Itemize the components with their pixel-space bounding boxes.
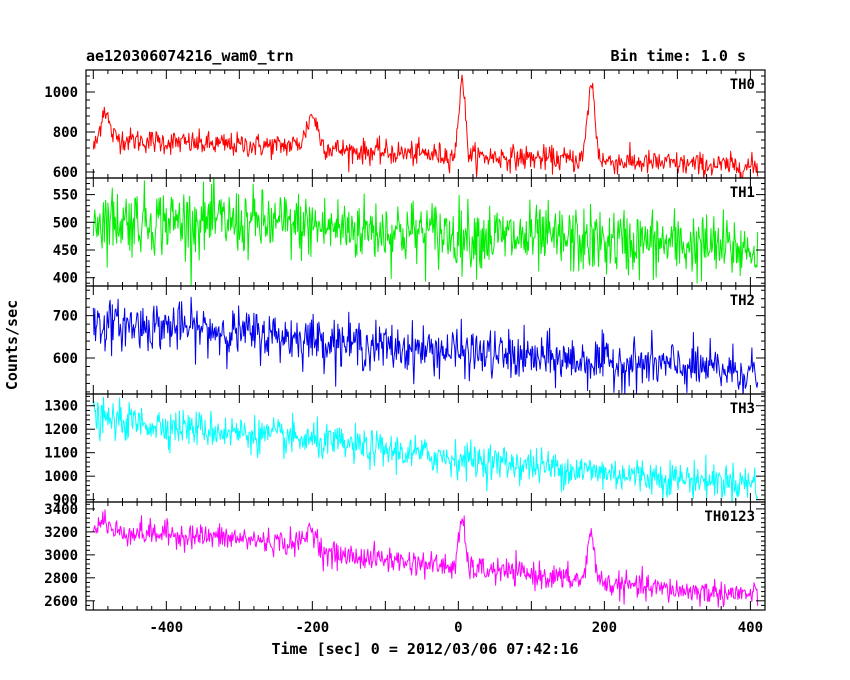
x-tick-label: 0 [454,620,462,636]
y-tick-label: 1200 [44,422,78,438]
panel-label-th3: TH3 [730,401,755,417]
y-tick-label: 1000 [44,469,78,485]
y-tick-label: 3400 [44,502,78,518]
y-tick-label: 1000 [44,85,78,101]
panels-group: 600 800 1000 TH0 400 450 500 550 TH1 600 700 TH2 900… [44,69,766,611]
y-tick-label: 600 [53,165,78,181]
x-tick-label: -200 [295,620,329,636]
y-tick-label: 800 [53,125,78,141]
series-line-th0 [92,74,759,178]
series-line-th0123 [92,509,759,608]
x-tick-label: -400 [149,620,183,636]
y-tick-label: 3000 [44,548,78,564]
y-tick-label: 600 [53,351,78,367]
panel-th1: 400 450 500 550 TH1 [53,177,766,287]
x-axis: -400 -200 0 200 400 [149,620,763,636]
panel-th0123: 2600 2800 3000 3200 3400 TH0123 [44,501,766,611]
y-axis-label: Counts/sec [3,300,21,390]
series-line-th2 [92,296,759,394]
panel-th3: 900 1000 1100 1200 1300 TH3 [44,393,766,509]
panel-th2: 600 700 TH2 [53,285,766,395]
y-tick-label: 2800 [44,571,78,587]
series-line-th3 [92,396,759,502]
y-tick-label: 500 [53,215,78,231]
panel-frame [85,69,766,179]
y-tick-label: 450 [53,243,78,259]
panel-frame [85,285,766,395]
series-line-th1 [92,178,759,286]
y-tick-label: 550 [53,188,78,204]
x-tick-label: 200 [592,620,617,636]
y-tick-label: 2600 [44,594,78,610]
panel-label-th1: TH1 [730,185,755,201]
bin-time-label: Bin time: 1.0 s [611,47,746,65]
x-axis-label: Time [sec] 0 = 2012/03/06 07:42:16 [271,640,578,658]
panel-label-th0123: TH0123 [704,509,755,525]
panel-frame [85,501,766,611]
y-tick-label: 3200 [44,525,78,541]
x-tick-label: 400 [738,620,763,636]
y-tick-label: 1100 [44,446,78,462]
y-tick-label: 400 [53,271,78,287]
panel-label-th0: TH0 [730,77,755,93]
y-tick-label: 1300 [44,399,78,415]
chart-title: ae120306074216_wam0_trn [86,47,294,65]
y-tick-label: 700 [53,309,78,325]
panel-th0: 600 800 1000 TH0 [44,69,766,181]
y-tick-label: 900 [53,493,78,509]
panel-label-th2: TH2 [730,293,755,309]
